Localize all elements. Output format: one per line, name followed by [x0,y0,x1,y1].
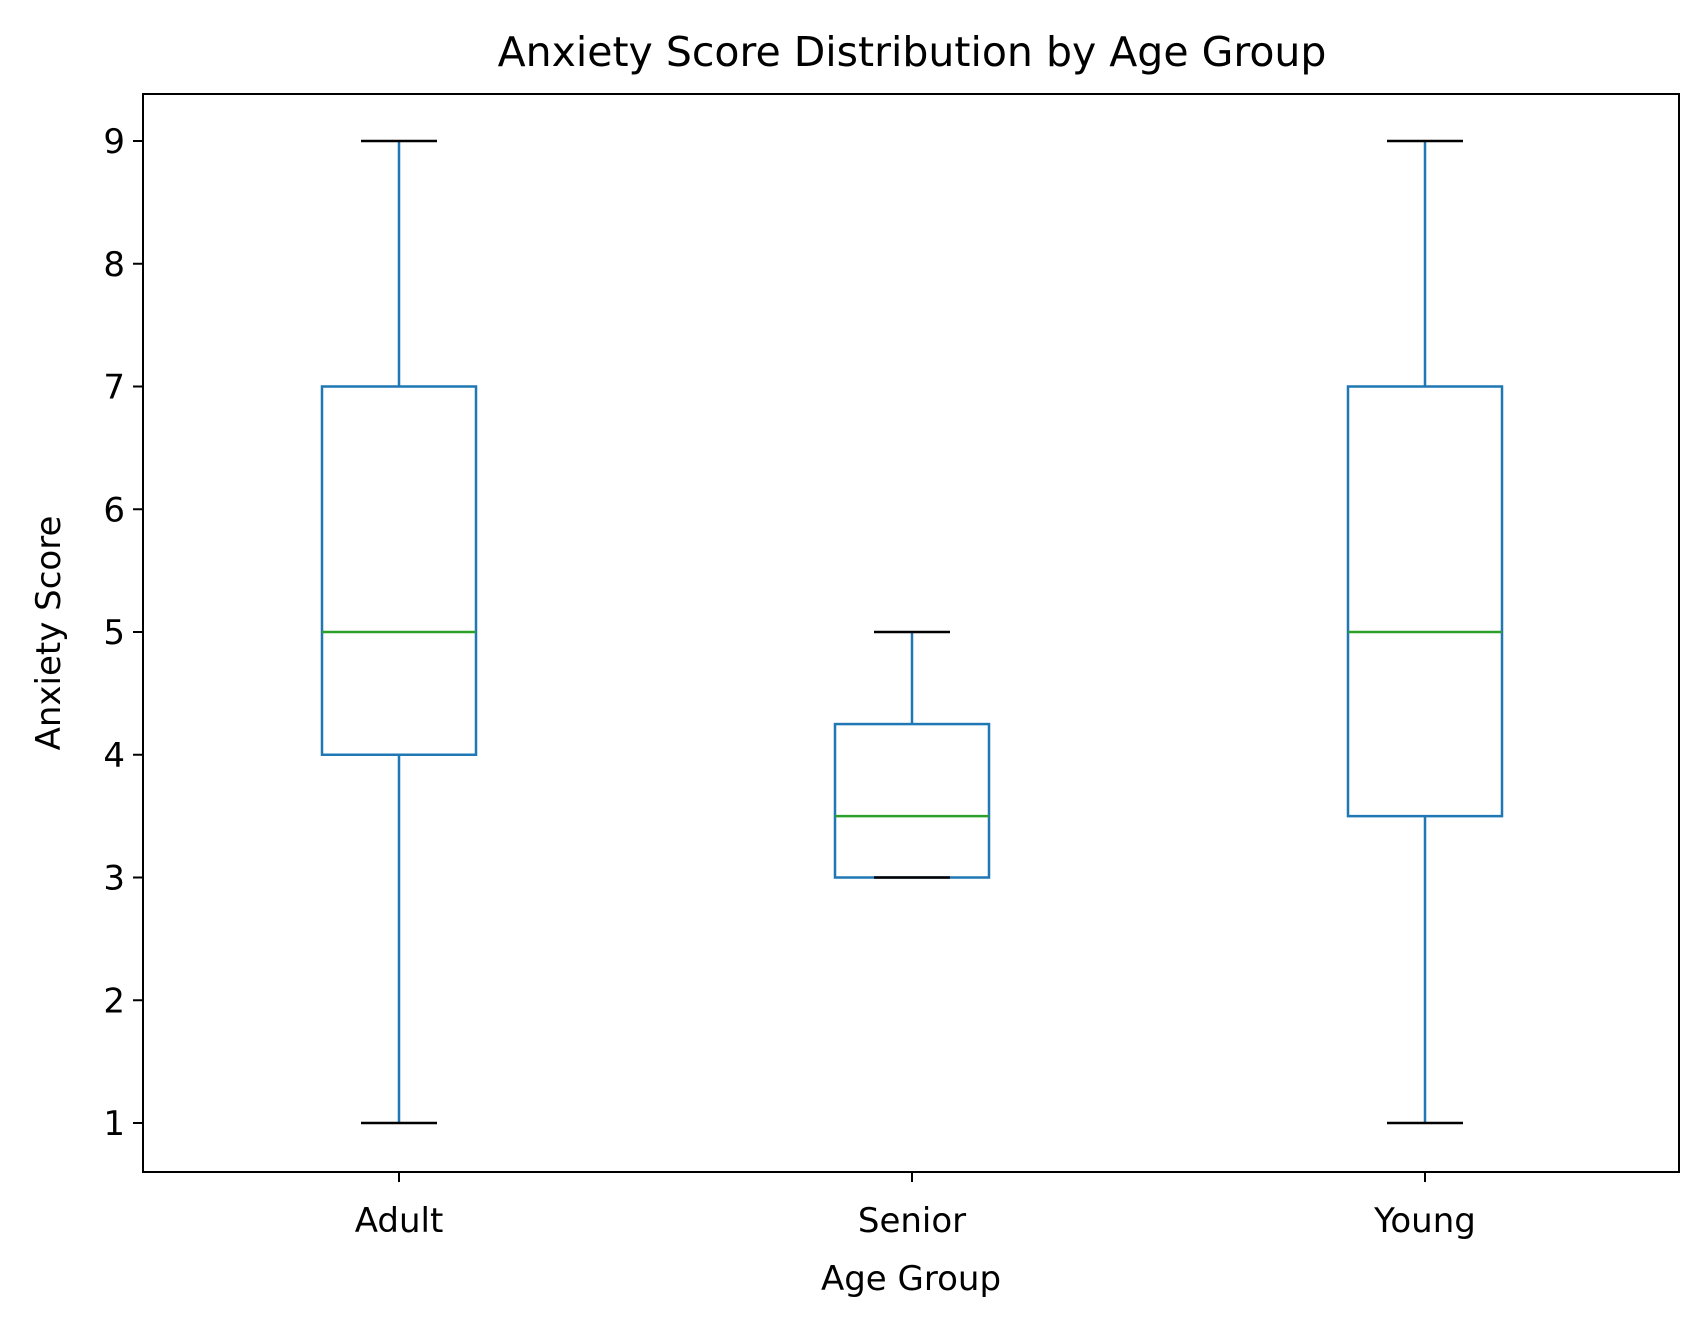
iqr-box [320,385,478,756]
plot-area [320,139,1504,1125]
x-tick-label: Adult [355,1201,444,1241]
y-tick-label: 5 [103,613,125,653]
chart-title: Anxiety Score Distribution by Age Group [498,28,1327,76]
y-tick-label: 6 [103,490,125,530]
y-tick-label: 1 [103,1104,125,1144]
x-tick-label: Young [1373,1201,1476,1241]
y-tick-label: 7 [103,368,125,408]
x-axis: Adult Senior Young [355,1172,1476,1241]
x-tick-label: Senior [858,1201,966,1241]
box-adult [320,139,478,1125]
y-tick-label: 9 [103,122,125,162]
y-tick-label: 8 [103,245,125,285]
box-young [1346,139,1504,1125]
x-axis-label: Age Group [821,1259,1001,1299]
y-tick-label: 3 [103,859,125,899]
y-axis-label: Anxiety Score [29,516,69,751]
y-tick-label: 2 [103,981,125,1021]
iqr-box [1346,385,1504,818]
y-tick-label: 4 [103,736,125,776]
y-axis: 1 2 3 4 5 6 7 8 9 [103,122,143,1144]
box-senior [833,630,991,879]
